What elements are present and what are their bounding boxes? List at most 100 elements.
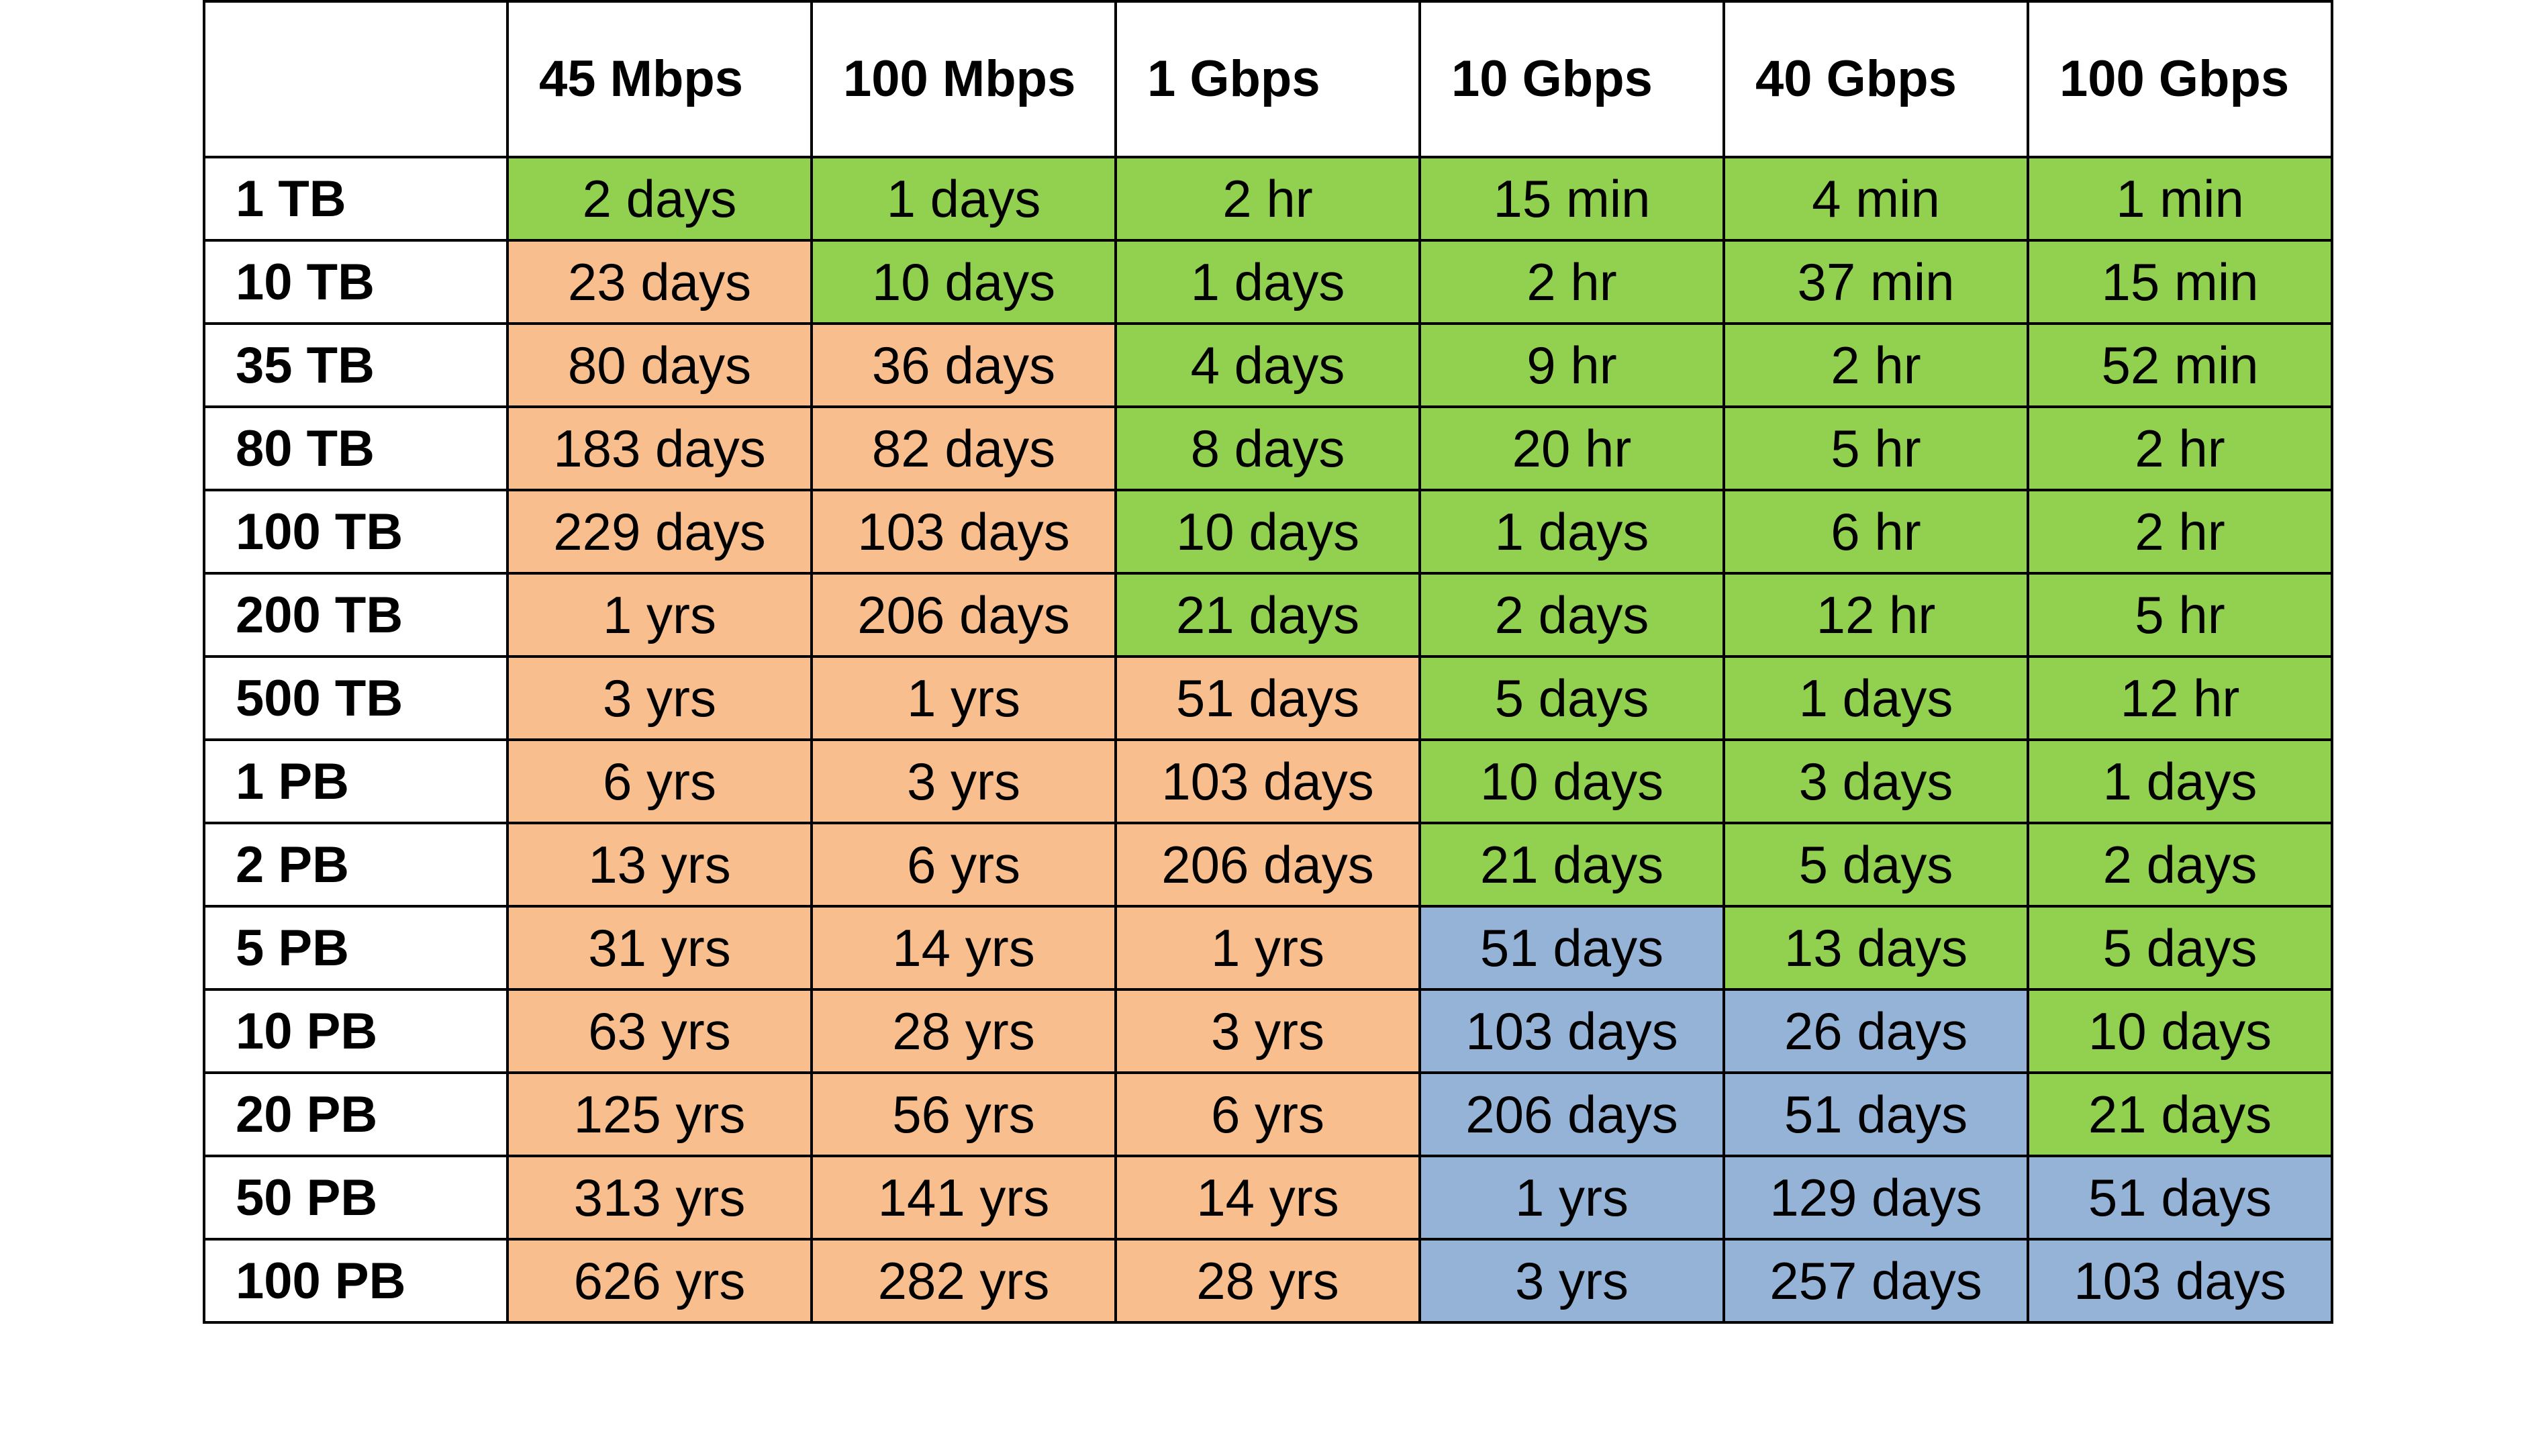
table-cell: 14 yrs bbox=[810, 905, 1117, 991]
table-cell: 12 hr bbox=[2027, 655, 2333, 741]
table-cell: 20 hr bbox=[1418, 405, 1725, 491]
table-cell: 1 days bbox=[1418, 489, 1725, 575]
row-header: 500 TB bbox=[203, 655, 509, 741]
table-cell: 31 yrs bbox=[506, 905, 813, 991]
row-header: 80 TB bbox=[203, 405, 509, 491]
table-cell: 4 min bbox=[1722, 156, 2029, 242]
table-row: 500 TB 3 yrs 1 yrs 51 days 5 days 1 days 12 hr bbox=[203, 655, 2333, 741]
table-cell: 3 yrs bbox=[1114, 988, 1421, 1074]
table-cell: 15 min bbox=[1418, 156, 1725, 242]
table-cell: 51 days bbox=[1114, 655, 1421, 741]
table-cell: 5 days bbox=[2027, 905, 2333, 991]
table-cell: 15 min bbox=[2027, 239, 2333, 325]
corner-cell bbox=[203, 0, 509, 158]
table-cell: 1 days bbox=[1114, 239, 1421, 325]
table-row: 2 PB 13 yrs 6 yrs 206 days 21 days 5 days 2 da… bbox=[203, 822, 2333, 908]
table-cell: 23 days bbox=[506, 239, 813, 325]
table-row: 20 PB 125 yrs 56 yrs 6 yrs 206 days 51 days 21… bbox=[203, 1071, 2333, 1157]
table-cell: 125 yrs bbox=[506, 1071, 813, 1157]
table-cell: 63 yrs bbox=[506, 988, 813, 1074]
table-cell: 12 hr bbox=[1722, 572, 2029, 658]
table-cell: 103 days bbox=[810, 489, 1117, 575]
table-cell: 28 yrs bbox=[1114, 1238, 1421, 1324]
table-cell: 626 yrs bbox=[506, 1238, 813, 1324]
column-header: 10 Gbps bbox=[1418, 0, 1725, 158]
table-cell: 4 days bbox=[1114, 322, 1421, 408]
table-row: 1 PB 6 yrs 3 yrs 103 days 10 days 3 days 1 day… bbox=[203, 738, 2333, 824]
table-cell: 206 days bbox=[1114, 822, 1421, 908]
table-cell: 103 days bbox=[1114, 738, 1421, 824]
table-cell: 103 days bbox=[1418, 988, 1725, 1074]
table-cell: 1 min bbox=[2027, 156, 2333, 242]
table-cell: 82 days bbox=[810, 405, 1117, 491]
table-cell: 3 days bbox=[1722, 738, 2029, 824]
table-cell: 13 yrs bbox=[506, 822, 813, 908]
table-cell: 21 days bbox=[2027, 1071, 2333, 1157]
table-row: 100 TB 229 days 103 days 10 days 1 days 6 hr 2… bbox=[203, 489, 2333, 575]
row-header: 20 PB bbox=[203, 1071, 509, 1157]
table-cell: 2 days bbox=[1418, 572, 1725, 658]
table-cell: 183 days bbox=[506, 405, 813, 491]
table-row: 80 TB 183 days 82 days 8 days 20 hr 5 hr 2 hr bbox=[203, 405, 2333, 491]
table-cell: 2 days bbox=[506, 156, 813, 242]
row-header: 1 PB bbox=[203, 738, 509, 824]
table-cell: 9 hr bbox=[1418, 322, 1725, 408]
table-cell: 6 yrs bbox=[810, 822, 1117, 908]
table-cell: 3 yrs bbox=[1418, 1238, 1725, 1324]
table-row: 35 TB 80 days 36 days 4 days 9 hr 2 hr 52 min bbox=[203, 322, 2333, 408]
table-cell: 21 days bbox=[1114, 572, 1421, 658]
table-cell: 51 days bbox=[2027, 1155, 2333, 1241]
row-header: 50 PB bbox=[203, 1155, 509, 1241]
table-row: 5 PB 31 yrs 14 yrs 1 yrs 51 days 13 days 5 day… bbox=[203, 905, 2333, 991]
table-cell: 6 hr bbox=[1722, 489, 2029, 575]
table-cell: 1 days bbox=[1722, 655, 2029, 741]
table-cell: 2 days bbox=[2027, 822, 2333, 908]
table-cell: 2 hr bbox=[1418, 239, 1725, 325]
column-header: 40 Gbps bbox=[1722, 0, 2029, 158]
table-row: 200 TB 1 yrs 206 days 21 days 2 days 12 hr 5 h… bbox=[203, 572, 2333, 658]
column-header: 45 Mbps bbox=[506, 0, 813, 158]
transfer-time-table: 45 Mbps 100 Mbps 1 Gbps 10 Gbps 40 Gbps 100 G… bbox=[203, 0, 2333, 1324]
table-cell: 2 hr bbox=[2027, 489, 2333, 575]
row-header: 5 PB bbox=[203, 905, 509, 991]
table-cell: 8 days bbox=[1114, 405, 1421, 491]
table-cell: 10 days bbox=[1114, 489, 1421, 575]
transfer-time-table-container: 45 Mbps 100 Mbps 1 Gbps 10 Gbps 40 Gbps 100 G… bbox=[203, 0, 2333, 1324]
table-cell: 6 yrs bbox=[1114, 1071, 1421, 1157]
table-cell: 36 days bbox=[810, 322, 1117, 408]
table-cell: 3 yrs bbox=[810, 738, 1117, 824]
table-cell: 313 yrs bbox=[506, 1155, 813, 1241]
column-header: 100 Mbps bbox=[810, 0, 1117, 158]
table-cell: 141 yrs bbox=[810, 1155, 1117, 1241]
row-header: 10 PB bbox=[203, 988, 509, 1074]
table-row: 100 PB 626 yrs 282 yrs 28 yrs 3 yrs 257 days 1… bbox=[203, 1238, 2333, 1324]
table-cell: 206 days bbox=[810, 572, 1117, 658]
column-header: 1 Gbps bbox=[1114, 0, 1421, 158]
table-cell: 10 days bbox=[1418, 738, 1725, 824]
row-header: 100 PB bbox=[203, 1238, 509, 1324]
table-cell: 1 days bbox=[810, 156, 1117, 242]
row-header: 1 TB bbox=[203, 156, 509, 242]
table-cell: 80 days bbox=[506, 322, 813, 408]
table-row: 10 TB 23 days 10 days 1 days 2 hr 37 min 15 mi… bbox=[203, 239, 2333, 325]
table-cell: 37 min bbox=[1722, 239, 2029, 325]
table-cell: 2 hr bbox=[1722, 322, 2029, 408]
table-row: 1 TB 2 days 1 days 2 hr 15 min 4 min 1 min bbox=[203, 156, 2333, 242]
table-row: 50 PB 313 yrs 141 yrs 14 yrs 1 yrs 129 days 51… bbox=[203, 1155, 2333, 1241]
table-row: 10 PB 63 yrs 28 yrs 3 yrs 103 days 26 days 10 … bbox=[203, 988, 2333, 1074]
table-cell: 5 days bbox=[1418, 655, 1725, 741]
row-header: 35 TB bbox=[203, 322, 509, 408]
table-cell: 10 days bbox=[810, 239, 1117, 325]
table-cell: 51 days bbox=[1722, 1071, 2029, 1157]
table-cell: 28 yrs bbox=[810, 988, 1117, 1074]
header-row: 45 Mbps 100 Mbps 1 Gbps 10 Gbps 40 Gbps 100 G… bbox=[203, 0, 2333, 158]
table-cell: 1 yrs bbox=[506, 572, 813, 658]
table-cell: 129 days bbox=[1722, 1155, 2029, 1241]
row-header: 10 TB bbox=[203, 239, 509, 325]
table-cell: 52 min bbox=[2027, 322, 2333, 408]
table-cell: 1 yrs bbox=[1114, 905, 1421, 991]
table-cell: 21 days bbox=[1418, 822, 1725, 908]
table-cell: 5 hr bbox=[2027, 572, 2333, 658]
table-cell: 51 days bbox=[1418, 905, 1725, 991]
row-header: 2 PB bbox=[203, 822, 509, 908]
